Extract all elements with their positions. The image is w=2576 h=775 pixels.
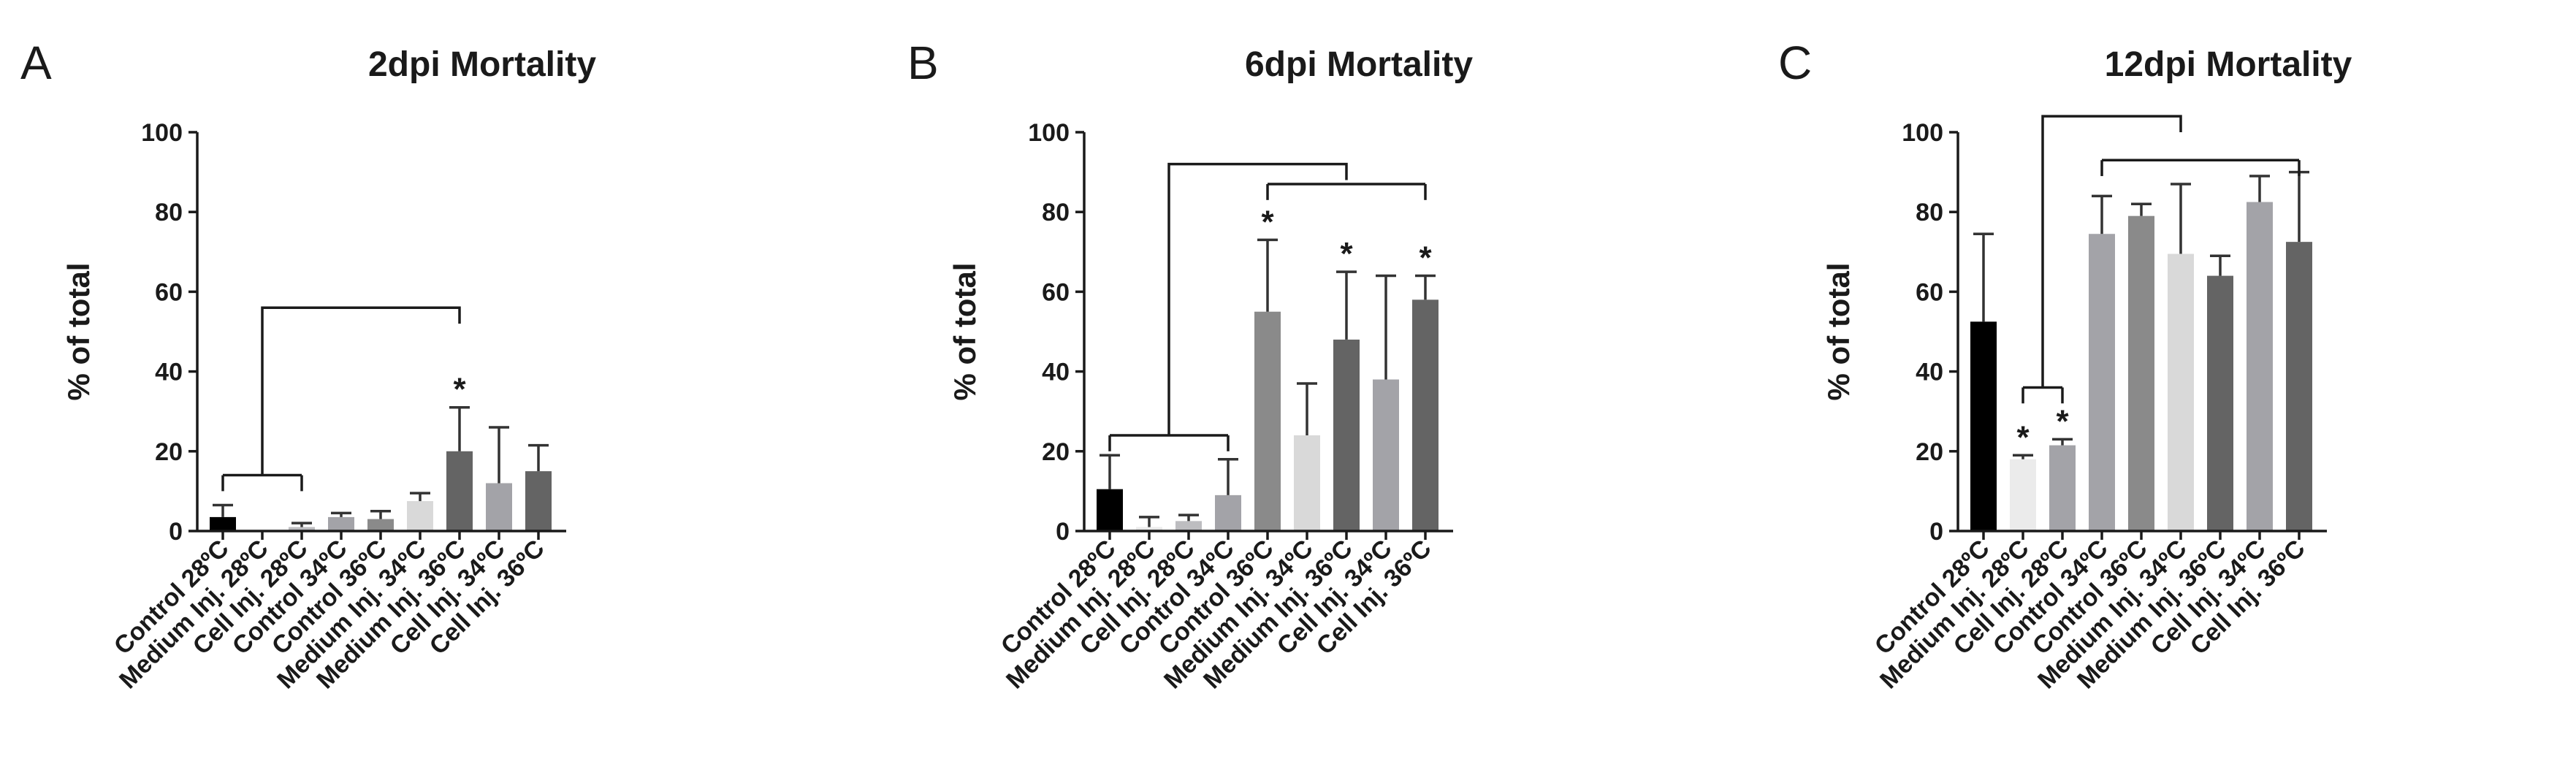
error-bar-3 (291, 522, 312, 527)
significance-star: * (1340, 236, 1353, 272)
error-bar-5 (2131, 202, 2152, 216)
chart-title: 12dpi Mortality (2105, 45, 2352, 84)
bar-5 (367, 519, 394, 531)
bar-1 (1097, 489, 1123, 531)
error-bar-9 (1415, 274, 1436, 300)
y-axis-label: % of total (948, 263, 982, 401)
y-tick-label: 80 (1916, 199, 1943, 226)
bar-5 (2128, 215, 2154, 531)
bar-7 (2207, 275, 2233, 531)
y-tick-label: 80 (155, 199, 183, 226)
bar-2 (2010, 459, 2036, 531)
axes (196, 132, 566, 532)
chart-panel-a: A 2dpi Mortality% of total *020406080100Co… (20, 37, 596, 694)
bar-9 (1412, 299, 1438, 531)
bar-6 (1294, 435, 1320, 531)
bar-4 (2089, 234, 2115, 531)
significance-bracket-1 (1108, 162, 1348, 451)
significance-star: * (453, 372, 466, 408)
y-tick-label: 40 (1042, 359, 1070, 386)
y-tick-label: 80 (1042, 199, 1070, 226)
bar-8 (1373, 379, 1399, 531)
error-bar-7 (2210, 254, 2230, 276)
error-bar-3 (1178, 514, 1199, 522)
bar-9 (2286, 242, 2312, 531)
y-tick-label: 100 (141, 119, 183, 147)
y-tick-label: 20 (155, 438, 183, 466)
error-bar-1 (1100, 454, 1120, 489)
error-bar-7 (449, 405, 470, 451)
significance-bracket-2 (1266, 183, 1427, 200)
error-bar-9 (2289, 170, 2309, 243)
y-axis-label: % of total (61, 263, 96, 401)
significance-star: * (2056, 403, 2069, 439)
bar-3 (1175, 521, 1202, 531)
bar-6 (2168, 253, 2194, 531)
bar-3 (289, 527, 315, 531)
error-bar-9 (528, 443, 549, 472)
error-bar-5 (1257, 238, 1278, 312)
bar-1 (210, 516, 236, 531)
bar-4 (328, 516, 354, 531)
bar-1 (1970, 321, 1997, 531)
bar-9 (525, 471, 552, 531)
bar-8 (2247, 202, 2273, 531)
error-bar-6 (1297, 382, 1317, 435)
y-tick-label: 40 (1916, 359, 1943, 386)
error-bar-6 (2171, 183, 2191, 254)
bar-5 (1254, 311, 1281, 531)
y-tick-label: 0 (169, 518, 183, 546)
y-axis-label: % of total (1821, 263, 1856, 401)
error-bar-3 (2052, 438, 2073, 446)
bar-4 (1215, 495, 1241, 531)
y-tick-label: 0 (1929, 518, 1943, 546)
y-tick-label: 60 (1916, 278, 1943, 306)
chart-panel-c: C 12dpi Mortality % of total * * 0 20 40 60 80 100… (1778, 37, 2352, 694)
error-bar-4 (2092, 194, 2112, 234)
bar-6 (407, 501, 433, 531)
y-tick-label: 40 (155, 359, 183, 386)
error-bar-6 (410, 492, 430, 502)
error-bar-1 (213, 503, 233, 517)
significance-star: * (1261, 204, 1274, 240)
significance-star: * (1419, 240, 1432, 276)
significance-star: * (2016, 419, 2030, 455)
y-tick-label: 20 (1916, 438, 1943, 466)
significance-bracket-1 (221, 306, 461, 492)
y-tick-label: 60 (1042, 278, 1070, 306)
bar-8 (486, 483, 512, 531)
error-bar-5 (370, 509, 391, 519)
bar-3 (2049, 445, 2076, 531)
panel-letter: B (907, 37, 939, 89)
error-bar-8 (1376, 274, 1396, 380)
y-tick-label: 0 (1056, 518, 1070, 546)
error-bar-8 (489, 426, 509, 484)
significance-bracket-2 (2100, 159, 2301, 177)
panel-letter: A (20, 37, 52, 89)
error-bar-8 (2249, 175, 2270, 202)
error-bar-1 (1973, 232, 1994, 322)
chart-title: 6dpi Mortality (1245, 45, 1473, 84)
bar-7 (446, 451, 473, 531)
significance-bracket-1 (2021, 115, 2182, 404)
y-tick-label: 100 (1028, 119, 1070, 147)
error-bar-2 (1139, 516, 1159, 527)
error-bar-4 (331, 511, 351, 517)
error-bar-4 (1218, 457, 1238, 495)
y-tick-label: 20 (1042, 438, 1070, 466)
y-tick-label: 100 (1902, 119, 1943, 147)
chart-panel-b: B 6dpi Mortality % of total * * * 0 20 40 60 80 100… (907, 37, 1473, 694)
chart-title: 2dpi Mortality (368, 45, 596, 84)
panel-letter: C (1778, 37, 1812, 89)
error-bar-7 (1336, 270, 1357, 340)
bar-7 (1333, 339, 1360, 531)
bar-2 (1136, 527, 1162, 531)
y-tick-label: 60 (155, 278, 183, 306)
error-bar-2 (2013, 454, 2033, 459)
